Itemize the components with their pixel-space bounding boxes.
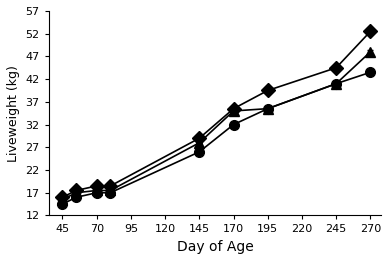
Y-axis label: Liveweight (kg): Liveweight (kg): [7, 65, 20, 162]
X-axis label: Day of Age: Day of Age: [177, 240, 254, 254]
